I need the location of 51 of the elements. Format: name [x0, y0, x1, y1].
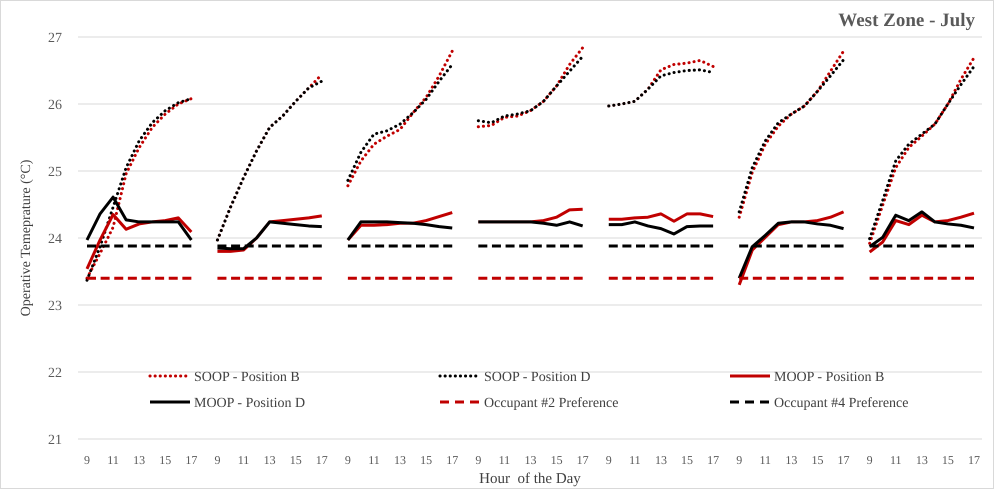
x-tick-label: 15 [420, 453, 432, 467]
y-tick-label: 21 [48, 432, 62, 448]
x-tick-label: 13 [654, 453, 667, 467]
x-tick-label: 11 [760, 453, 772, 467]
x-tick-label: 17 [446, 453, 458, 467]
x-tick-label: 17 [316, 453, 328, 467]
y-tick-label: 27 [48, 30, 62, 46]
x-tick-label: 11 [368, 453, 380, 467]
x-tick-label: 13 [524, 453, 536, 467]
x-tick-label: 13 [785, 453, 798, 467]
x-tick-label: 9 [475, 453, 482, 467]
x-tick-label: 13 [133, 453, 146, 467]
x-tick-label: 17 [576, 453, 589, 467]
legend-label: Occupant #2 Preference [484, 396, 618, 411]
legend-label: SOOP - Position D [484, 370, 590, 385]
x-tick-label: 13 [264, 453, 276, 467]
x-tick-label: 9 [344, 453, 351, 467]
y-tick-label: 22 [48, 366, 62, 381]
legend-label: MOOP - Position B [774, 370, 884, 385]
x-tick-label: 15 [811, 453, 824, 467]
x-tick-label: 11 [890, 453, 902, 467]
x-tick-label: 15 [290, 453, 302, 467]
x-tick-label: 15 [159, 453, 172, 467]
x-tick-label: 11 [629, 453, 641, 467]
x-tick-label: 15 [681, 453, 694, 467]
legend-label: MOOP - Position D [194, 396, 306, 411]
x-tick-label: 17 [707, 453, 720, 467]
x-tick-label: 9 [214, 453, 220, 467]
y-tick-label: 24 [48, 232, 62, 247]
x-tick-label: 9 [736, 453, 742, 467]
x-tick-label: 11 [107, 453, 119, 467]
x-tick-label: 9 [606, 453, 612, 467]
x-tick-label: 13 [916, 453, 928, 467]
x-tick-label: 11 [238, 453, 250, 467]
legend-label: Occupant #4 Preference [774, 396, 908, 411]
y-tick-label: 23 [48, 298, 62, 314]
x-tick-label: 15 [942, 453, 954, 467]
x-tick-label: 9 [84, 453, 90, 467]
x-tick-label: 11 [498, 453, 510, 467]
x-tick-label: 17 [838, 453, 850, 467]
x-tick-label: 13 [394, 453, 406, 467]
x-axis-title: Hour of the Day [479, 471, 582, 487]
x-tick-label: 9 [866, 453, 873, 467]
y-tick-label: 26 [48, 98, 62, 113]
x-tick-label: 15 [550, 453, 563, 467]
x-tick-label: 17 [185, 453, 198, 467]
x-tick-label: 17 [968, 453, 980, 467]
legend-label: SOOP - Position B [194, 370, 300, 385]
chart-title: West Zone - July [838, 10, 976, 31]
y-tick-label: 25 [48, 164, 62, 180]
y-axis-title: Operative Temeprature (°C) [19, 159, 34, 316]
